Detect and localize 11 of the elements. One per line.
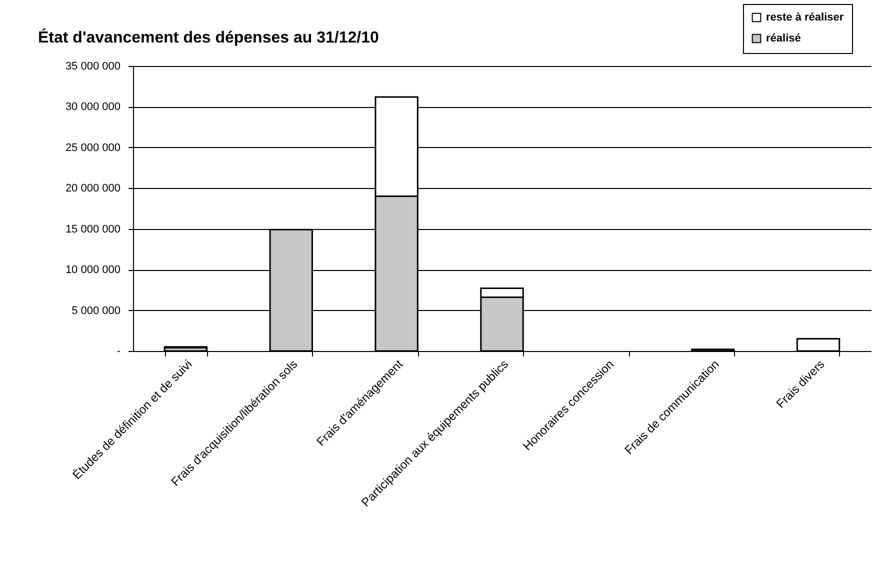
chart-title: État d'avancement des dépenses au 31/12/10 xyxy=(38,28,379,46)
legend-label: reste à réaliser xyxy=(766,12,844,24)
y-tick-label: 25 000 000 xyxy=(65,142,120,154)
y-tick-label: 10 000 000 xyxy=(65,264,120,276)
legend-label: réalisé xyxy=(766,32,801,44)
y-tick-label: 35 000 000 xyxy=(65,60,120,72)
y-tick-label: 20 000 000 xyxy=(65,182,120,195)
y-tick-label: 30 000 000 xyxy=(65,101,120,114)
y-tick-label: 5 000 000 xyxy=(72,304,120,317)
y-tick-label: - xyxy=(116,346,121,358)
y-tick-label: 15 000 000 xyxy=(65,223,120,236)
